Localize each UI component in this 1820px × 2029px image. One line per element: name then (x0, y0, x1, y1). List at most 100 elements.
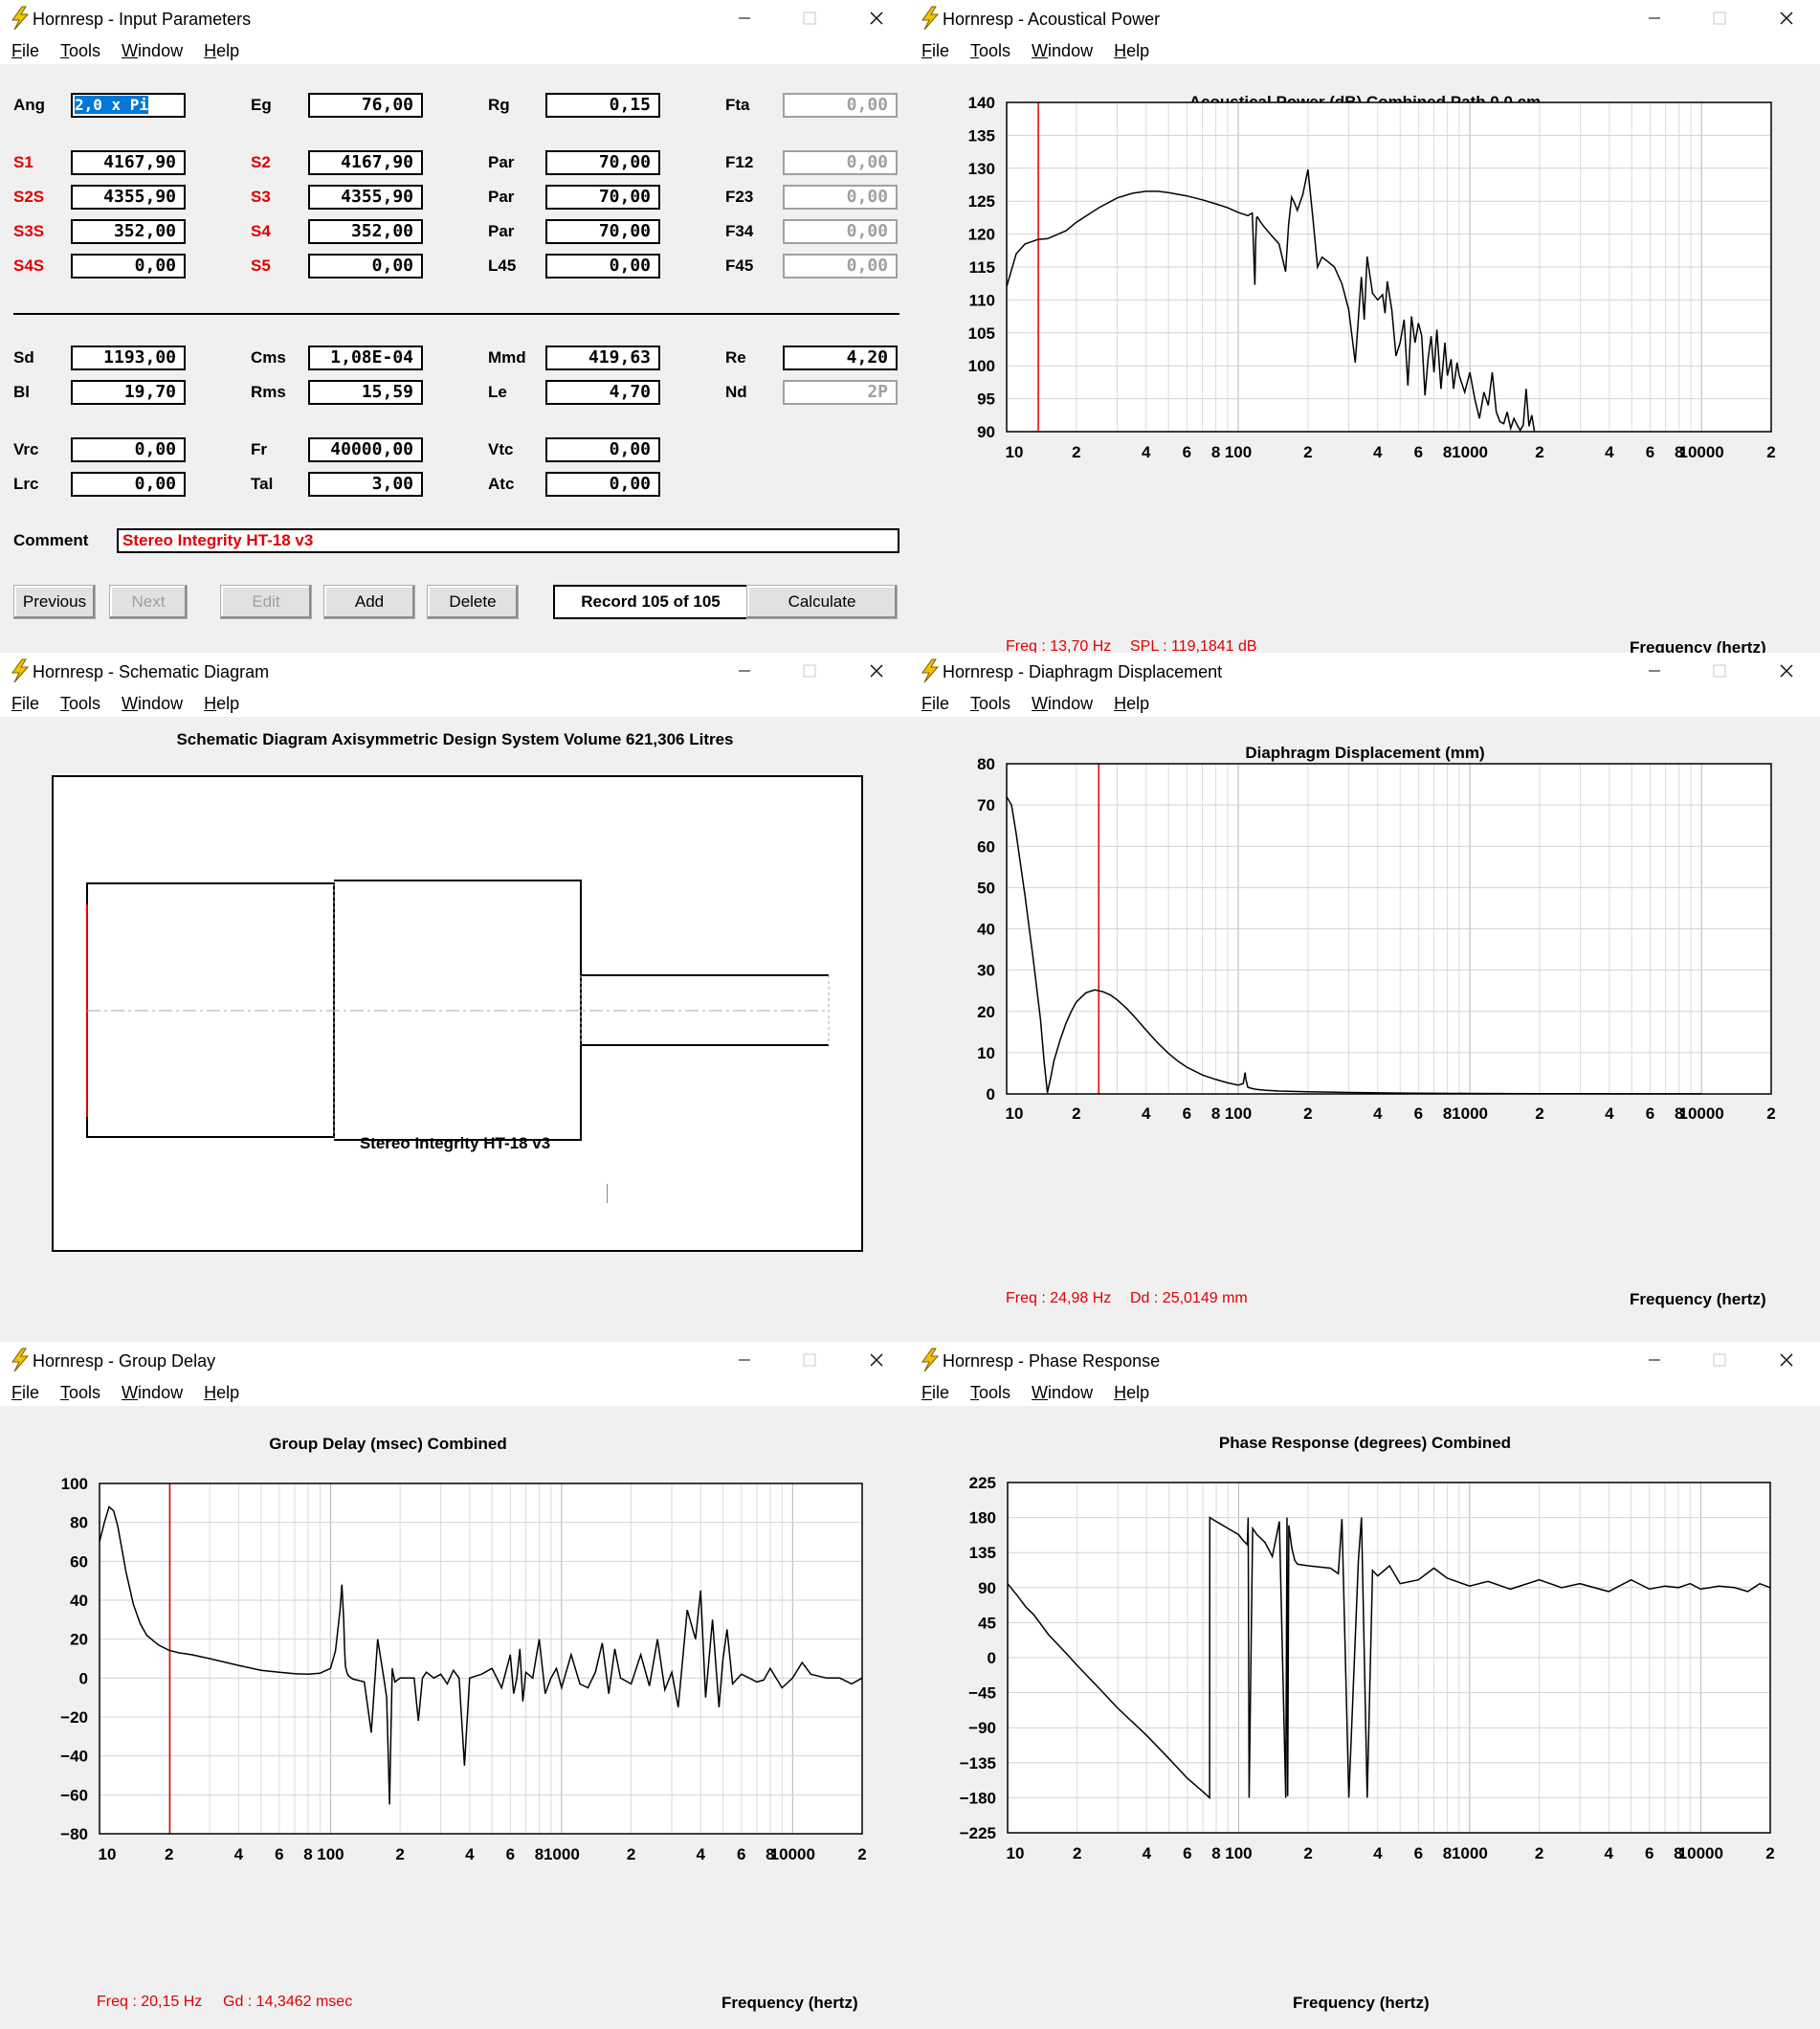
par-field[interactable]: 70,00 (545, 150, 660, 175)
schematic-diagram (52, 775, 863, 1252)
y-tick-label: 100 (968, 357, 995, 375)
delete-button[interactable]: Delete (427, 585, 519, 619)
menu-tools[interactable]: Tools (60, 694, 101, 713)
title-bar[interactable]: Hornresp - Schematic Diagram (0, 653, 910, 691)
previous-button[interactable]: Previous (13, 585, 96, 619)
close-icon[interactable] (1767, 4, 1806, 33)
next-button[interactable]: Next (109, 585, 188, 619)
maximize-icon[interactable] (1700, 657, 1739, 685)
tal-field[interactable]: 3,00 (308, 472, 423, 497)
menu-help[interactable]: Help (204, 694, 240, 713)
close-icon[interactable] (1767, 1346, 1806, 1374)
close-icon[interactable] (857, 657, 896, 685)
f12-field[interactable]: 0,00 (783, 150, 898, 175)
chart-title: Group Delay (msec) Combined (269, 1435, 507, 1453)
menu-window[interactable]: Window (1032, 41, 1094, 60)
menu-help[interactable]: Help (1114, 1383, 1150, 1402)
vrc-field[interactable]: 0,00 (71, 437, 186, 462)
edit-button[interactable]: Edit (220, 585, 312, 619)
eg-field[interactable]: 76,00 (308, 93, 423, 118)
cms-field[interactable]: 1,08E-04 (308, 346, 423, 370)
menu-tools[interactable]: Tools (970, 694, 1011, 713)
f34-field[interactable]: 0,00 (783, 219, 898, 244)
menu-window[interactable]: Window (122, 1383, 184, 1402)
rg-field[interactable]: 0,15 (545, 93, 660, 118)
s1-field[interactable]: 4167,90 (71, 150, 186, 175)
le-field[interactable]: 4,70 (545, 380, 660, 405)
f23-field[interactable]: 0,00 (783, 185, 898, 210)
atc-field[interactable]: 0,00 (545, 472, 660, 497)
fr-field[interactable]: 40000,00 (308, 437, 423, 462)
s3-field[interactable]: 4355,90 (308, 185, 423, 210)
menu-tools[interactable]: Tools (60, 1383, 101, 1402)
menu-tools[interactable]: Tools (60, 41, 101, 60)
ang-field[interactable]: 2,0 x Pi (71, 93, 186, 118)
close-icon[interactable] (857, 4, 896, 33)
mmd-field[interactable]: 419,63 (545, 346, 660, 370)
title-bar[interactable]: Hornresp - Diaphragm Displacement (910, 653, 1820, 691)
close-icon[interactable] (857, 1346, 896, 1374)
add-button[interactable]: Add (323, 585, 415, 619)
sd-field[interactable]: 1193,00 (71, 346, 186, 370)
calculate-button[interactable]: Calculate (746, 585, 898, 619)
menu-file[interactable]: File (11, 694, 40, 713)
title-bar[interactable]: Hornresp - Acoustical Power (910, 0, 1820, 38)
menu-bar: File Tools Window Help (910, 691, 1820, 717)
s4-field[interactable]: 352,00 (308, 219, 423, 244)
menu-help[interactable]: Help (204, 41, 240, 60)
title-bar[interactable]: Hornresp - Group Delay (0, 1342, 910, 1380)
maximize-icon[interactable] (790, 1346, 829, 1374)
maximize-icon[interactable] (790, 4, 829, 33)
vtc-field[interactable]: 0,00 (545, 437, 660, 462)
minimize-icon[interactable] (725, 657, 764, 685)
menu-window[interactable]: Window (122, 41, 184, 60)
menu-file[interactable]: File (11, 1383, 40, 1402)
menu-tools[interactable]: Tools (970, 1383, 1011, 1402)
menu-help[interactable]: Help (204, 1383, 240, 1402)
f45-field[interactable]: 0,00 (783, 254, 898, 279)
rms-field[interactable]: 15,59 (308, 380, 423, 405)
maximize-icon[interactable] (790, 657, 829, 685)
nd-field[interactable]: 2P (783, 380, 898, 405)
x-tick-label: 1000 (544, 1845, 580, 1863)
comment-field[interactable]: Stereo Integrity HT-18 v3 (117, 528, 899, 553)
par-field[interactable]: 70,00 (545, 219, 660, 244)
menu-help[interactable]: Help (1114, 694, 1150, 713)
lrc-field[interactable]: 0,00 (71, 472, 186, 497)
menu-tools[interactable]: Tools (970, 41, 1011, 60)
minimize-icon[interactable] (1635, 657, 1674, 685)
maximize-icon[interactable] (1700, 4, 1739, 33)
minimize-icon[interactable] (1635, 1346, 1674, 1374)
fta-field[interactable]: 0,00 (783, 93, 898, 118)
maximize-icon[interactable] (1700, 1346, 1739, 1374)
menu-file[interactable]: File (921, 694, 950, 713)
s3s-field[interactable]: 352,00 (71, 219, 186, 244)
bl-field[interactable]: 19,70 (71, 380, 186, 405)
l45-field[interactable]: 0,00 (545, 254, 660, 279)
menu-window[interactable]: Window (1032, 694, 1094, 713)
s2s-field[interactable]: 4355,90 (71, 185, 186, 210)
status-freq: Freq : 20,15 Hz (97, 1994, 203, 2010)
s4s-field[interactable]: 0,00 (71, 254, 186, 279)
menu-file[interactable]: File (11, 41, 40, 60)
menu-help[interactable]: Help (1114, 41, 1150, 60)
menu-file[interactable]: File (921, 1383, 950, 1402)
menu-file[interactable]: File (921, 41, 950, 60)
minimize-icon[interactable] (1635, 4, 1674, 33)
s5-field[interactable]: 0,00 (308, 254, 423, 279)
menu-window[interactable]: Window (1032, 1383, 1094, 1402)
s2-field[interactable]: 4167,90 (308, 150, 423, 175)
menu-window[interactable]: Window (122, 694, 184, 713)
title-bar[interactable]: Hornresp - Input Parameters (0, 0, 910, 38)
minimize-icon[interactable] (725, 1346, 764, 1374)
par-field[interactable]: 70,00 (545, 185, 660, 210)
title-bar[interactable]: Hornresp - Phase Response (910, 1342, 1820, 1380)
re-field[interactable]: 4,20 (783, 346, 898, 370)
y-tick-label: 105 (968, 324, 995, 343)
minimize-icon[interactable] (725, 4, 764, 33)
close-icon[interactable] (1767, 657, 1806, 685)
